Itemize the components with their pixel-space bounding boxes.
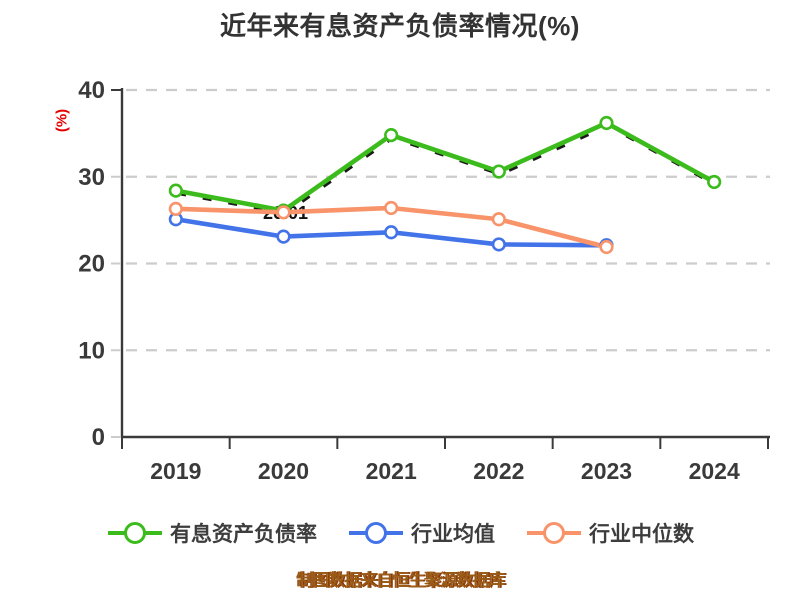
x-tick-label: 2024	[689, 458, 740, 484]
y-tick-label: 20	[78, 251, 105, 278]
legend-marker-icon	[108, 522, 162, 544]
data-point-marker	[384, 128, 399, 143]
data-point-marker	[707, 174, 722, 190]
data-point-marker	[491, 212, 506, 227]
data-point-marker	[384, 200, 399, 216]
data-point-marker	[168, 183, 183, 198]
source-caption: 制图数据来自恒生聚源数据库	[296, 571, 505, 590]
x-tick-label: 2022	[473, 458, 524, 484]
data-point-marker	[384, 225, 399, 240]
data-point-marker	[491, 237, 506, 252]
data-point-marker	[599, 239, 614, 255]
legend-item-label: 有息资产负债率	[170, 523, 317, 546]
legend-marker-icon	[527, 522, 581, 544]
data-point-marker	[276, 229, 291, 244]
data-point-marker	[168, 201, 183, 216]
y-tick-label: 30	[78, 164, 105, 191]
legend: 有息资产负债率 行业均值 行业中位数	[0, 518, 800, 548]
y-tick-label: 40	[78, 77, 105, 104]
legend-marker-icon	[349, 522, 403, 544]
data-point-marker	[599, 115, 614, 131]
x-tick-label: 2020	[258, 458, 309, 484]
y-tick-label: 0	[92, 424, 105, 451]
legend-item-1: 行业均值	[347, 518, 495, 548]
x-tick-label: 2021	[366, 458, 417, 484]
legend-item-0: 有息资产负债率	[106, 518, 317, 548]
series-line-0	[173, 120, 717, 213]
chart-title: 近年来有息资产负债率情况(%)	[220, 11, 580, 41]
legend-item-2: 行业中位数	[525, 518, 694, 548]
legend-item-label: 行业中位数	[589, 523, 694, 546]
data-point-marker	[276, 205, 291, 220]
legend-item-label: 行业均值	[411, 523, 495, 546]
x-tick-label: 2023	[581, 458, 632, 484]
x-tick-label: 2019	[150, 458, 201, 484]
data-point-marker	[491, 164, 506, 179]
y-tick-label: 10	[78, 337, 105, 364]
